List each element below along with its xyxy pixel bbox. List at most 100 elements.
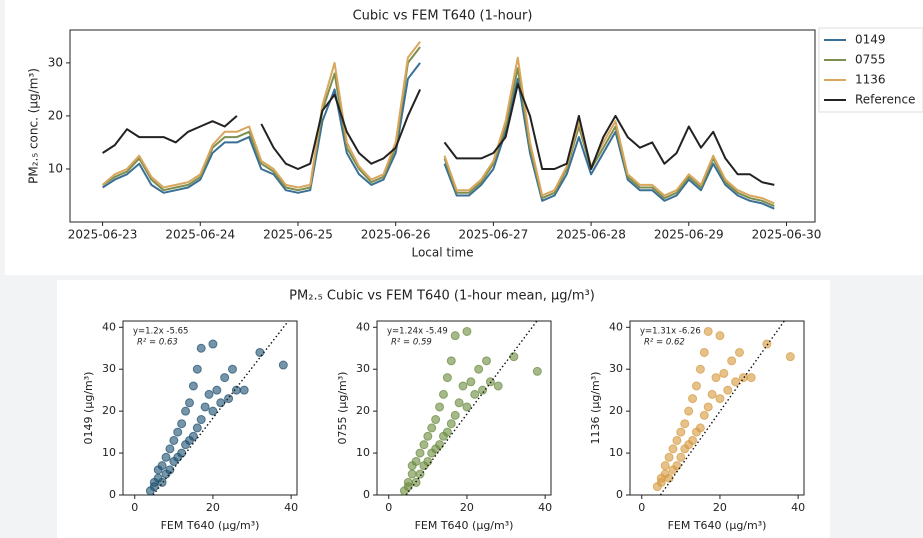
x-axis-label: FEM T640 (µg/m³): [161, 519, 260, 532]
series-line: [102, 83, 775, 186]
scatter-point: [664, 452, 674, 462]
scatter-point: [188, 431, 198, 441]
y-axis-label: 0755 (µg/m³): [336, 372, 349, 445]
y-tick-label: 30: [48, 55, 63, 69]
scatter-point: [734, 347, 744, 357]
y-tick-label: 40: [356, 320, 370, 333]
scatter-point: [220, 373, 230, 383]
scatter-point: [762, 339, 772, 349]
x-tick-label: 20: [713, 501, 727, 514]
scatter-point: [169, 435, 179, 445]
x-tick-label: 40: [284, 501, 298, 514]
plot-frame: [376, 320, 552, 496]
fit-equation: y=1.2x -5.65: [133, 327, 188, 337]
scatter-point: [196, 343, 206, 353]
x-tick-label: 2025-06-25: [263, 228, 333, 242]
scatter-point: [478, 385, 488, 395]
fit-equation: y=1.24x -5.49: [387, 327, 448, 337]
scatter-point: [427, 423, 437, 433]
scatter-point: [438, 389, 448, 399]
scatter-point: [196, 415, 206, 425]
series-line: [101, 41, 775, 205]
x-tick-label: 2025-06-28: [556, 228, 626, 242]
legend-label: Reference: [855, 93, 915, 107]
scatter-point: [165, 444, 175, 454]
scatter-point: [785, 352, 795, 362]
y-tick-label: 40: [609, 320, 623, 333]
scatter-point: [415, 448, 425, 458]
scatter-point: [177, 448, 187, 458]
scatter-point: [462, 326, 472, 336]
y-tick-label: 20: [356, 404, 370, 417]
scatter-point: [738, 373, 748, 383]
x-tick-label: 0: [385, 501, 392, 514]
scatter-point: [192, 423, 202, 433]
series-line: [102, 62, 775, 210]
plot-frame: [629, 320, 805, 496]
scatter-point: [419, 440, 429, 450]
scatter-point: [450, 331, 460, 341]
scatter-point: [415, 469, 425, 479]
scatter-point: [731, 377, 741, 387]
scatter-point: [746, 373, 756, 383]
scatter-point: [688, 394, 698, 404]
scatter-point: [672, 435, 682, 445]
plot-frame: [69, 29, 816, 223]
scatter-point: [680, 419, 690, 429]
scatter-point: [423, 456, 433, 466]
scatter-point: [188, 381, 198, 391]
y-axis-label: PM₂.₅ conc. (µg/m³): [27, 68, 41, 184]
scatter-point: [208, 406, 218, 416]
scatter-point: [278, 360, 288, 370]
scatter-point: [161, 452, 171, 462]
scatter-point: [660, 461, 670, 471]
scatter-point: [157, 461, 167, 471]
r2-label: R² = 0.62: [644, 338, 685, 348]
x-tick-label: 0: [131, 501, 138, 514]
scatter-point: [149, 482, 159, 492]
scatter-point: [403, 477, 413, 487]
x-axis-label: FEM T640 (µg/m³): [415, 519, 514, 532]
scatter-point: [446, 419, 456, 429]
y-tick-label: 10: [102, 446, 116, 459]
scatter-point: [442, 373, 452, 383]
x-tick-label: 2025-06-27: [459, 228, 529, 242]
legend-label: 0755: [855, 53, 886, 67]
y-tick-label: 30: [102, 362, 116, 375]
scatter-point: [707, 389, 717, 399]
scatter-point: [703, 402, 713, 412]
legend-label: 0149: [855, 33, 886, 47]
scatter-point: [435, 440, 445, 450]
y-tick-label: 20: [102, 404, 116, 417]
y-tick-label: 20: [609, 404, 623, 417]
r2-label: R² = 0.63: [137, 338, 178, 348]
y-tick-label: 30: [356, 362, 370, 375]
scatter-point: [239, 385, 249, 395]
scatter-point: [727, 356, 737, 366]
x-tick-label: 2025-06-29: [654, 228, 724, 242]
scatter-point: [212, 385, 222, 395]
scatter-point: [192, 364, 202, 374]
scatter-point: [470, 389, 480, 399]
scatter-point: [431, 415, 441, 425]
scatter-point: [688, 435, 698, 445]
scatter-point: [668, 444, 678, 454]
scatter-point: [165, 465, 175, 475]
scatter-point: [493, 381, 503, 391]
x-tick-label: 2025-06-23: [68, 228, 138, 242]
y-tick-label: 10: [48, 161, 63, 175]
scatter-point: [454, 398, 464, 408]
scatter-point: [450, 410, 460, 420]
x-tick-label: 2025-06-30: [752, 228, 822, 242]
scatter-point: [255, 347, 265, 357]
y-tick-label: 0: [363, 488, 370, 501]
scatter-point: [227, 364, 237, 374]
scatter-point: [509, 352, 519, 362]
scatter-point: [723, 385, 733, 395]
scatter-point: [423, 431, 433, 441]
scatter-point: [715, 394, 725, 404]
scatter-point: [695, 364, 705, 374]
x-axis-label: FEM T640 (µg/m³): [668, 519, 767, 532]
